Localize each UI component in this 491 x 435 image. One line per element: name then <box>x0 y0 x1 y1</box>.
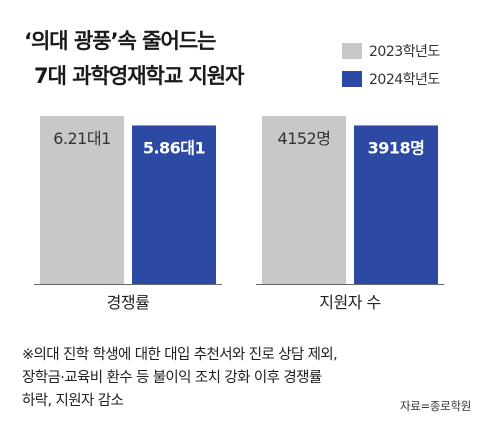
legend-swatch-2024 <box>342 71 362 87</box>
legend-item-2024: 2024학년도 <box>342 68 440 90</box>
bar-value-label-1-2: 5.86대1 <box>143 138 206 157</box>
category-label-1: 경쟁률 <box>107 293 150 312</box>
title-line-2: 7대 과학영재학교 지원자 <box>34 64 244 88</box>
bar-value-label-2-2: 3918명 <box>368 138 425 157</box>
footnote: ※의대 진학 학생에 대한 대입 추천서와 진로 상담 제외, 장학금·교육비 … <box>22 344 338 413</box>
bar-2-1 <box>262 116 346 284</box>
legend-label-2023: 2023학년도 <box>369 44 440 60</box>
chart-title: ‘의대 광풍’속 줄어드는 7대 과학영재학교 지원자 <box>24 24 244 94</box>
category-label-2: 지원자 수 <box>319 293 380 312</box>
bar-1-2 <box>132 125 216 284</box>
source-credit: 자료=종로학원 <box>399 399 471 413</box>
footnote-line-1: ※의대 진학 학생에 대한 대입 추천서와 진로 상담 제외, <box>22 347 338 363</box>
bar-2-2 <box>354 125 438 285</box>
footnote-line-2: 장학금·교육비 환수 등 불이익 조치 강화 이후 경쟁률 <box>22 370 322 386</box>
bar-value-label-2-1: 4152명 <box>278 129 331 148</box>
legend-item-2023: 2023학년도 <box>342 40 440 62</box>
legend-label-2024: 2024학년도 <box>369 72 440 88</box>
bar-1-1 <box>40 116 124 284</box>
title-line-1: ‘의대 광풍’속 줄어드는 <box>24 29 216 53</box>
legend: 2023학년도 2024학년도 <box>342 40 440 96</box>
legend-swatch-2023 <box>342 43 362 59</box>
footnote-line-3: 하락, 지원자 감소 <box>22 393 124 409</box>
bar-value-label-1-1: 6.21대1 <box>53 129 111 148</box>
